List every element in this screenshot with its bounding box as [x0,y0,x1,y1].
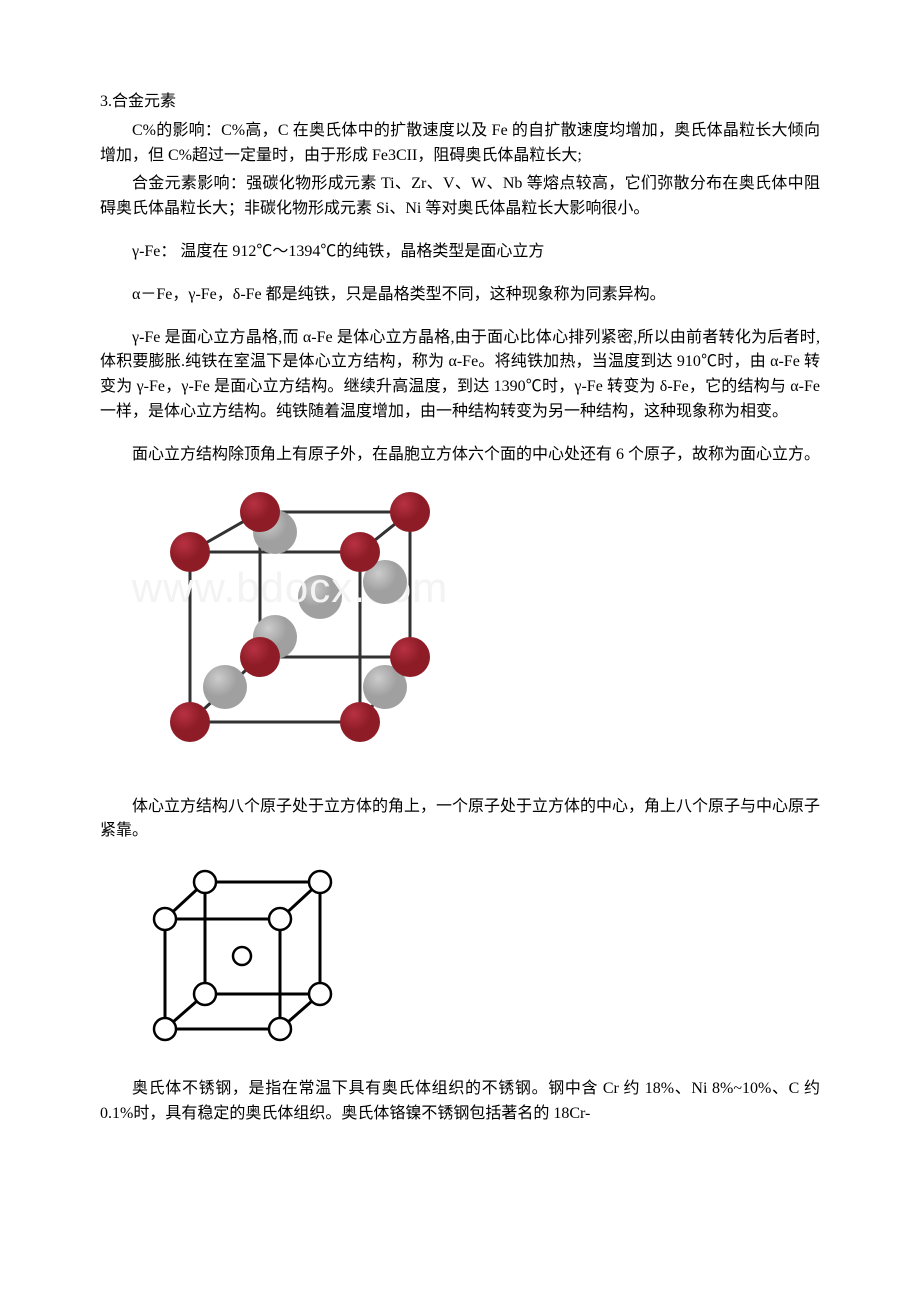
paragraph-carbon-effect: C%的影响：C%高，C 在奥氏体中的扩散速度以及 Fe 的自扩散速度均增加，奥氏… [100,119,820,169]
bcc-crystal-diagram [130,854,820,1059]
paragraph-gamma-fe: γ-Fe： 温度在 912℃～1394℃的纯铁，晶格类型是面心立方 [100,240,820,265]
paragraph-austenite-steel: 奥氏体不锈钢，是指在常温下具有奥氏体组织的不锈钢。钢中含 Cr 约 18%、Ni… [100,1077,820,1127]
paragraph-fcc-bcc-transform: γ-Fe 是面心立方晶格,而 α-Fe 是体心立方晶格,由于面心比体心排列紧密,… [100,326,820,425]
fcc-crystal-diagram: www.bdocx.com [130,482,820,777]
document-page: 3.合金元素 C%的影响：C%高，C 在奥氏体中的扩散速度以及 Fe 的自扩散速… [0,0,920,1171]
paragraph-bcc-description: 体心立方结构八个原子处于立方体的角上，一个原子处于立方体的中心，角上八个原子与中… [100,795,820,845]
paragraph-allotropy: α－Fe，γ-Fe，δ-Fe 都是纯铁，只是晶格类型不同，这种现象称为同素异构。 [100,283,820,308]
heading-alloy-elements: 3.合金元素 [100,90,820,115]
paragraph-alloy-effect: 合金元素影响：强碳化物形成元素 Ti、Zr、V、W、Nb 等熔点较高，它们弥散分… [100,172,820,222]
paragraph-fcc-description: 面心立方结构除顶角上有原子外，在晶胞立方体六个面的中心处还有 6 个原子，故称为… [100,443,820,468]
